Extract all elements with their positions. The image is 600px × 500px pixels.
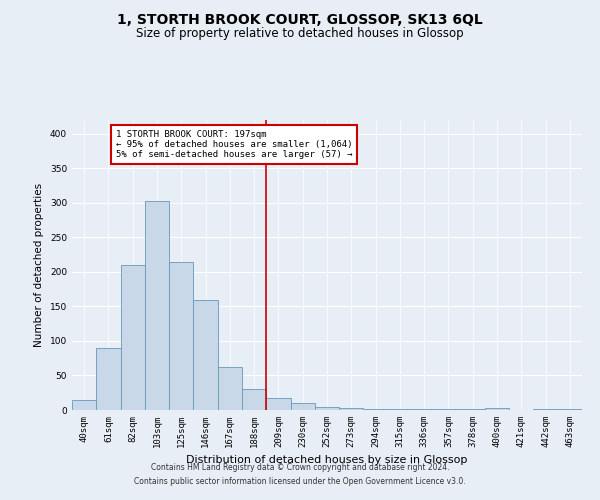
Bar: [315, 406, 339, 410]
Text: Contains public sector information licensed under the Open Government Licence v3: Contains public sector information licen…: [134, 477, 466, 486]
Bar: [169, 262, 193, 410]
Bar: [145, 201, 169, 410]
Bar: [412, 408, 436, 410]
Text: 1, STORTH BROOK COURT, GLOSSOP, SK13 6QL: 1, STORTH BROOK COURT, GLOSSOP, SK13 6QL: [117, 12, 483, 26]
X-axis label: Distribution of detached houses by size in Glossop: Distribution of detached houses by size …: [187, 456, 467, 466]
Bar: [96, 348, 121, 410]
Bar: [121, 265, 145, 410]
Bar: [72, 400, 96, 410]
Bar: [533, 408, 558, 410]
Bar: [290, 403, 315, 410]
Bar: [266, 398, 290, 410]
Text: Size of property relative to detached houses in Glossop: Size of property relative to detached ho…: [136, 28, 464, 40]
Text: 1 STORTH BROOK COURT: 197sqm
← 95% of detached houses are smaller (1,064)
5% of : 1 STORTH BROOK COURT: 197sqm ← 95% of de…: [116, 130, 352, 160]
Text: Contains HM Land Registry data © Crown copyright and database right 2024.: Contains HM Land Registry data © Crown c…: [151, 464, 449, 472]
Bar: [364, 408, 388, 410]
Bar: [242, 390, 266, 410]
Bar: [218, 366, 242, 410]
Bar: [193, 300, 218, 410]
Bar: [339, 408, 364, 410]
Bar: [485, 408, 509, 410]
Y-axis label: Number of detached properties: Number of detached properties: [34, 183, 44, 347]
